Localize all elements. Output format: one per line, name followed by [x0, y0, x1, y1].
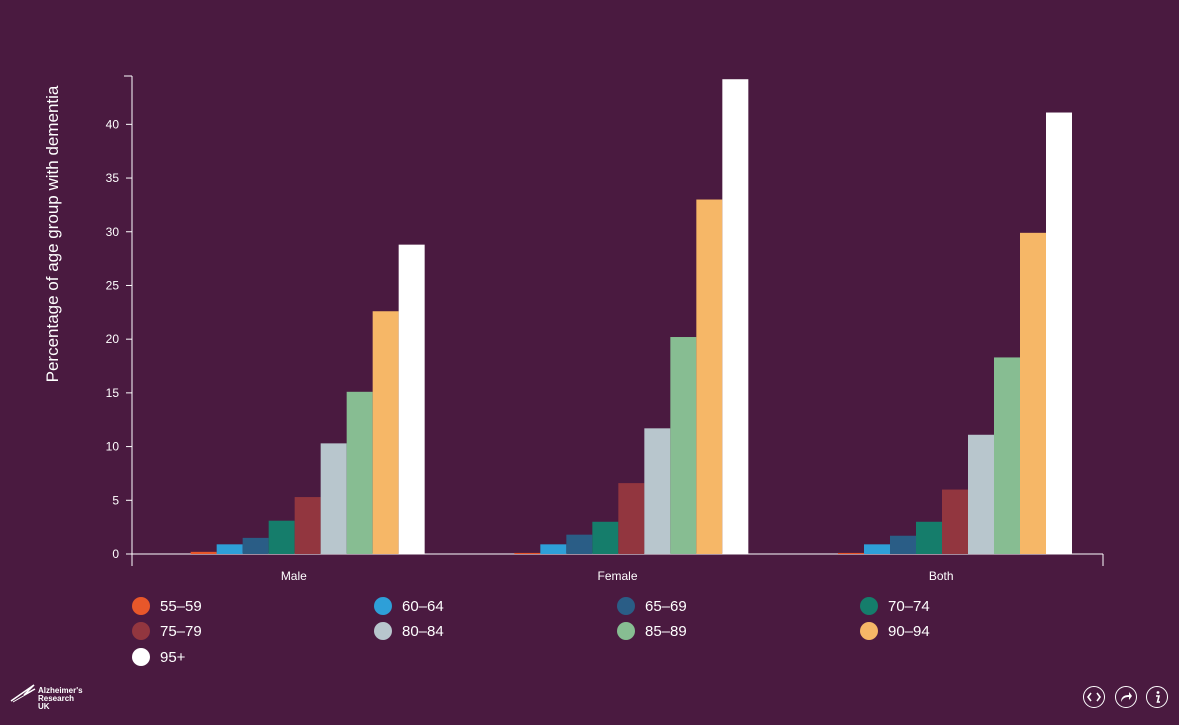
legend-label: 80–84 — [402, 622, 444, 640]
bar — [696, 199, 723, 555]
legend-swatch — [132, 648, 150, 666]
legend-item[interactable]: 60–64 — [374, 597, 444, 615]
bar — [968, 434, 994, 554]
legend-label: 65–69 — [645, 597, 687, 615]
legend-swatch — [860, 597, 878, 615]
legend-label: 95+ — [160, 648, 186, 666]
logo-line-3: UK — [38, 702, 50, 711]
legend-label: 55–59 — [160, 597, 202, 615]
y-tick-label: 10 — [106, 440, 120, 454]
bar — [190, 551, 217, 554]
legend-item[interactable]: 55–59 — [132, 597, 202, 615]
bar — [216, 544, 243, 554]
y-tick-label: 0 — [112, 547, 119, 561]
embed-code-button[interactable] — [1083, 686, 1105, 708]
logo-line-2: Research — [38, 694, 75, 703]
bar — [722, 79, 749, 554]
logo-line-1: Alzheimer's — [38, 686, 83, 695]
bar — [540, 544, 567, 554]
legend-item[interactable]: 75–79 — [132, 622, 202, 640]
code-icon — [1087, 692, 1101, 702]
legend-label: 85–89 — [645, 622, 687, 640]
share-icon — [1121, 692, 1132, 702]
legend-label: 70–74 — [888, 597, 930, 615]
y-tick-label: 25 — [106, 278, 120, 292]
bars — [190, 79, 1072, 555]
bar — [864, 544, 890, 554]
bar — [346, 391, 373, 554]
logo-swoosh-icon — [10, 684, 36, 703]
y-tick-label: 40 — [106, 117, 120, 131]
x-tick-label: Both — [929, 569, 954, 583]
legend-swatch — [617, 597, 635, 615]
legend-label: 60–64 — [402, 597, 444, 615]
bar — [670, 337, 697, 554]
bar — [592, 521, 619, 554]
legend-swatch — [132, 597, 150, 615]
bar — [268, 520, 295, 554]
legend-label: 90–94 — [888, 622, 930, 640]
bar — [1020, 232, 1046, 554]
bar — [644, 428, 671, 554]
legend-swatch — [374, 597, 392, 615]
info-icon — [1156, 691, 1161, 703]
bar — [242, 537, 269, 554]
legend-item[interactable]: 80–84 — [374, 622, 444, 640]
legend-item[interactable]: 70–74 — [860, 597, 930, 615]
y-tick-label: 15 — [106, 386, 120, 400]
bar — [372, 311, 399, 554]
bar — [618, 483, 645, 554]
legend-swatch — [374, 622, 392, 640]
alzheimers-research-uk-logo: Alzheimer's Research UK — [10, 683, 83, 711]
legend-label: 75–79 — [160, 622, 202, 640]
legend-item[interactable]: 95+ — [132, 648, 185, 666]
share-button[interactable] — [1115, 686, 1137, 708]
bar — [514, 552, 541, 554]
legend-swatch — [860, 622, 878, 640]
bar — [566, 534, 593, 554]
bar — [994, 357, 1020, 554]
bar — [294, 497, 321, 554]
bar — [942, 489, 968, 554]
y-tick-label: 30 — [106, 225, 120, 239]
x-tick-label: Female — [597, 569, 637, 583]
bar — [890, 535, 916, 554]
y-tick-label: 35 — [106, 171, 120, 185]
info-button[interactable] — [1146, 686, 1168, 708]
bar — [398, 244, 425, 554]
bar — [838, 552, 864, 554]
legend-swatch — [132, 622, 150, 640]
bar — [1046, 112, 1072, 554]
legend-item[interactable]: 85–89 — [617, 622, 687, 640]
y-axis-label: Percentage of age group with dementia — [43, 85, 62, 382]
legend-item[interactable]: 65–69 — [617, 597, 687, 615]
legend-item[interactable]: 90–94 — [860, 622, 930, 640]
legend-swatch — [617, 622, 635, 640]
bar — [916, 521, 942, 554]
y-tick-label: 5 — [112, 493, 119, 507]
x-tick-label: Male — [281, 569, 307, 583]
y-tick-label: 20 — [106, 332, 120, 346]
bar — [320, 443, 347, 554]
